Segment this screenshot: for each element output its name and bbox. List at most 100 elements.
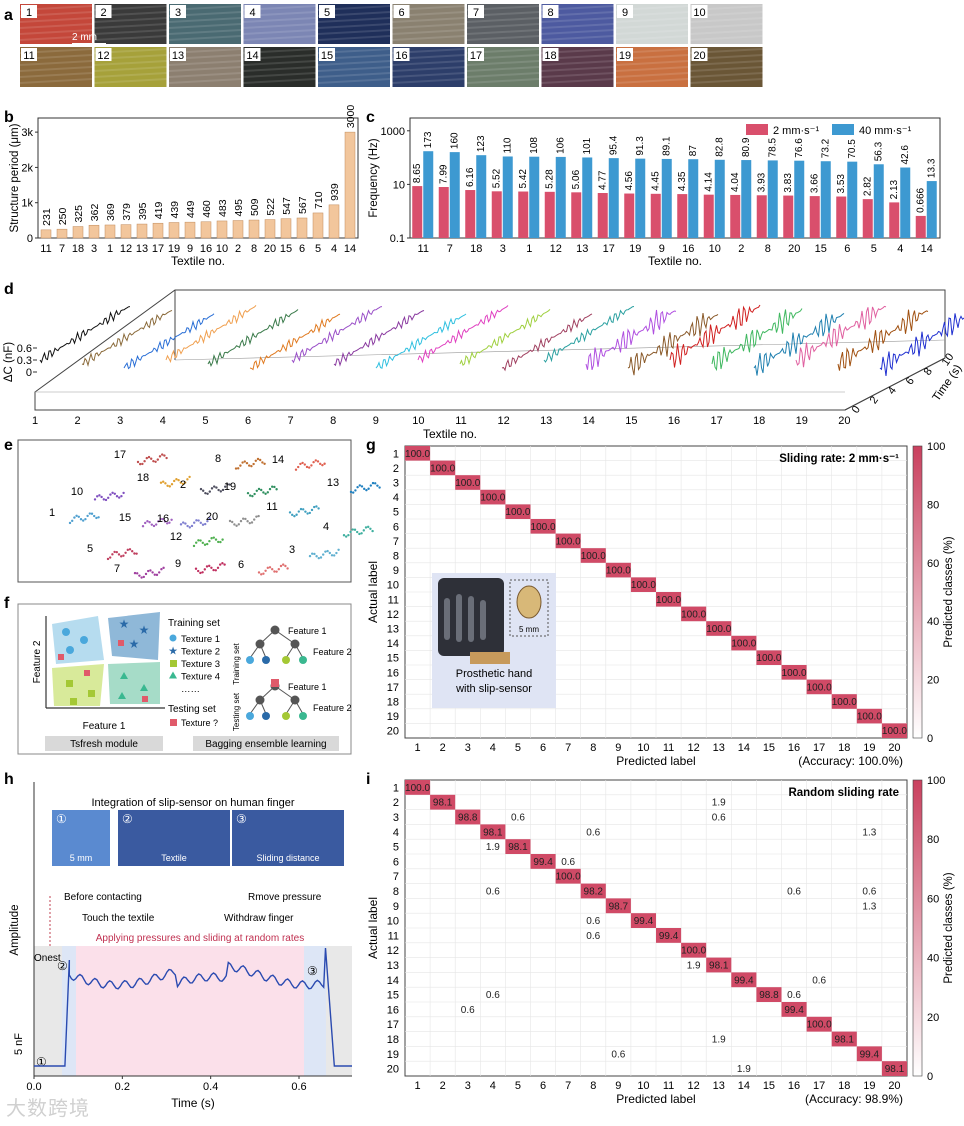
capacitance-trace xyxy=(879,313,964,376)
cluster-point xyxy=(259,458,262,462)
cluster-point xyxy=(135,552,138,555)
x-tick-label: 7 xyxy=(447,243,453,255)
cluster-point xyxy=(358,532,361,536)
textile-number-badge xyxy=(691,5,708,18)
matrix-cell-value: 98.1 xyxy=(885,1064,905,1075)
cluster-region-1 xyxy=(52,616,104,664)
bar-value-label: 4.35 xyxy=(677,171,688,191)
cluster-point xyxy=(156,458,159,461)
cluster-point xyxy=(179,523,183,526)
bar-value-label: 460 xyxy=(201,200,213,218)
cluster-point xyxy=(260,488,263,492)
x-tick-label: 9 xyxy=(373,415,379,427)
textile-weave-line xyxy=(615,60,689,66)
cluster-label: 1 xyxy=(49,507,55,519)
capacitance-trace xyxy=(81,309,173,368)
cluster-point xyxy=(315,505,318,508)
cluster-point xyxy=(216,566,220,570)
colorbar-tick-label: 40 xyxy=(927,616,939,628)
photo-label: Textile xyxy=(161,853,187,863)
bar-value-label: 95.4 xyxy=(609,135,620,155)
cluster-point xyxy=(221,562,224,565)
capacitance-trace xyxy=(585,309,677,370)
cluster-point xyxy=(245,461,249,465)
cluster-point xyxy=(202,489,205,492)
frequency-chart: 0.11010008.65173117.9916076.16123185.521… xyxy=(368,117,941,268)
cluster-point xyxy=(369,484,372,487)
y-tick-label: 2k xyxy=(21,162,33,174)
x-tick-label: 16 xyxy=(200,243,212,255)
test-texture-marker xyxy=(170,719,177,726)
textile-weave-line xyxy=(94,23,167,29)
x-tick-label: 10 xyxy=(637,1080,649,1092)
bar-value-label: 78.5 xyxy=(768,138,779,158)
cluster-point xyxy=(262,572,265,575)
textile-number-badge xyxy=(319,48,335,61)
cluster-point xyxy=(111,553,114,556)
x-tick-label: 1 xyxy=(107,243,113,255)
tree-edge xyxy=(294,643,304,659)
cluster-point xyxy=(364,526,368,529)
x-tick-label: 15 xyxy=(280,243,292,255)
x-tick-label: 8 xyxy=(590,1080,596,1092)
cluster-point xyxy=(248,521,251,525)
panel-label-c: c xyxy=(366,109,375,126)
cluster-label: 10 xyxy=(71,486,83,498)
cluster-point xyxy=(228,519,232,523)
cluster-point xyxy=(90,512,94,515)
cluster-point xyxy=(215,486,218,489)
textile-number: 18 xyxy=(544,50,556,62)
cluster-point xyxy=(136,460,140,464)
textile-weave-line xyxy=(392,78,465,84)
cluster-point xyxy=(208,490,211,493)
cluster-point xyxy=(141,462,144,466)
bar-slow xyxy=(915,215,926,238)
textile-number: 5 xyxy=(324,7,330,19)
bar-value-label: 3.83 xyxy=(783,173,794,193)
matrix-cell-value: 0.6 xyxy=(461,1005,475,1016)
x-tick-label: 7 xyxy=(288,415,294,427)
tree-testing-set-label: Testing set xyxy=(232,692,241,731)
texture1-marker xyxy=(66,646,74,654)
bar xyxy=(216,220,228,239)
bar-value-label: 231 xyxy=(41,208,53,226)
colorbar-tick-label: 80 xyxy=(927,499,939,511)
cluster-point xyxy=(201,571,204,574)
panel-label-g: g xyxy=(366,437,376,454)
textile-weave-line xyxy=(392,66,465,72)
textile-weave-line xyxy=(690,35,763,41)
cluster-point xyxy=(188,526,191,529)
cluster-label: 7 xyxy=(114,563,120,575)
textile-weave-line xyxy=(466,60,540,66)
x-tick-label: 13 xyxy=(713,742,725,754)
matrix-cell-value: 1.9 xyxy=(687,961,701,972)
textile-weave-line xyxy=(19,78,93,84)
cluster-point xyxy=(330,554,334,557)
cluster-point xyxy=(365,488,368,492)
y-axis-title: Amplitude xyxy=(9,904,21,955)
cluster-point xyxy=(170,518,173,521)
x-tick-label: 19 xyxy=(863,1080,875,1092)
matrix-cell-value: 100.0 xyxy=(756,653,781,664)
matrix-cell-value: 98.1 xyxy=(483,827,503,838)
cluster-point xyxy=(251,494,254,498)
matrix-cell-value: 100.0 xyxy=(731,639,756,650)
cluster-point xyxy=(231,520,234,524)
cluster-point xyxy=(184,481,187,484)
cluster-point xyxy=(109,556,112,559)
textile-weave-line xyxy=(168,78,242,84)
bar-value-label: 0.666 xyxy=(916,187,927,212)
x-tick-label: 12 xyxy=(550,243,562,255)
cluster-point xyxy=(316,460,320,463)
textile-number-badge xyxy=(170,5,186,18)
photo-strip-title: Integration of slip-sensor on human fing… xyxy=(91,797,294,809)
x-tick-label: 15 xyxy=(763,1080,775,1092)
cluster-point xyxy=(371,529,374,533)
matrix-cell xyxy=(656,928,682,943)
cluster-point xyxy=(369,527,372,531)
cluster-point xyxy=(349,490,353,494)
cluster-point xyxy=(184,522,187,525)
y-tick-label: 7 xyxy=(393,536,399,548)
bar-value-label: 173 xyxy=(423,131,434,148)
textile-weave-line xyxy=(392,60,465,66)
